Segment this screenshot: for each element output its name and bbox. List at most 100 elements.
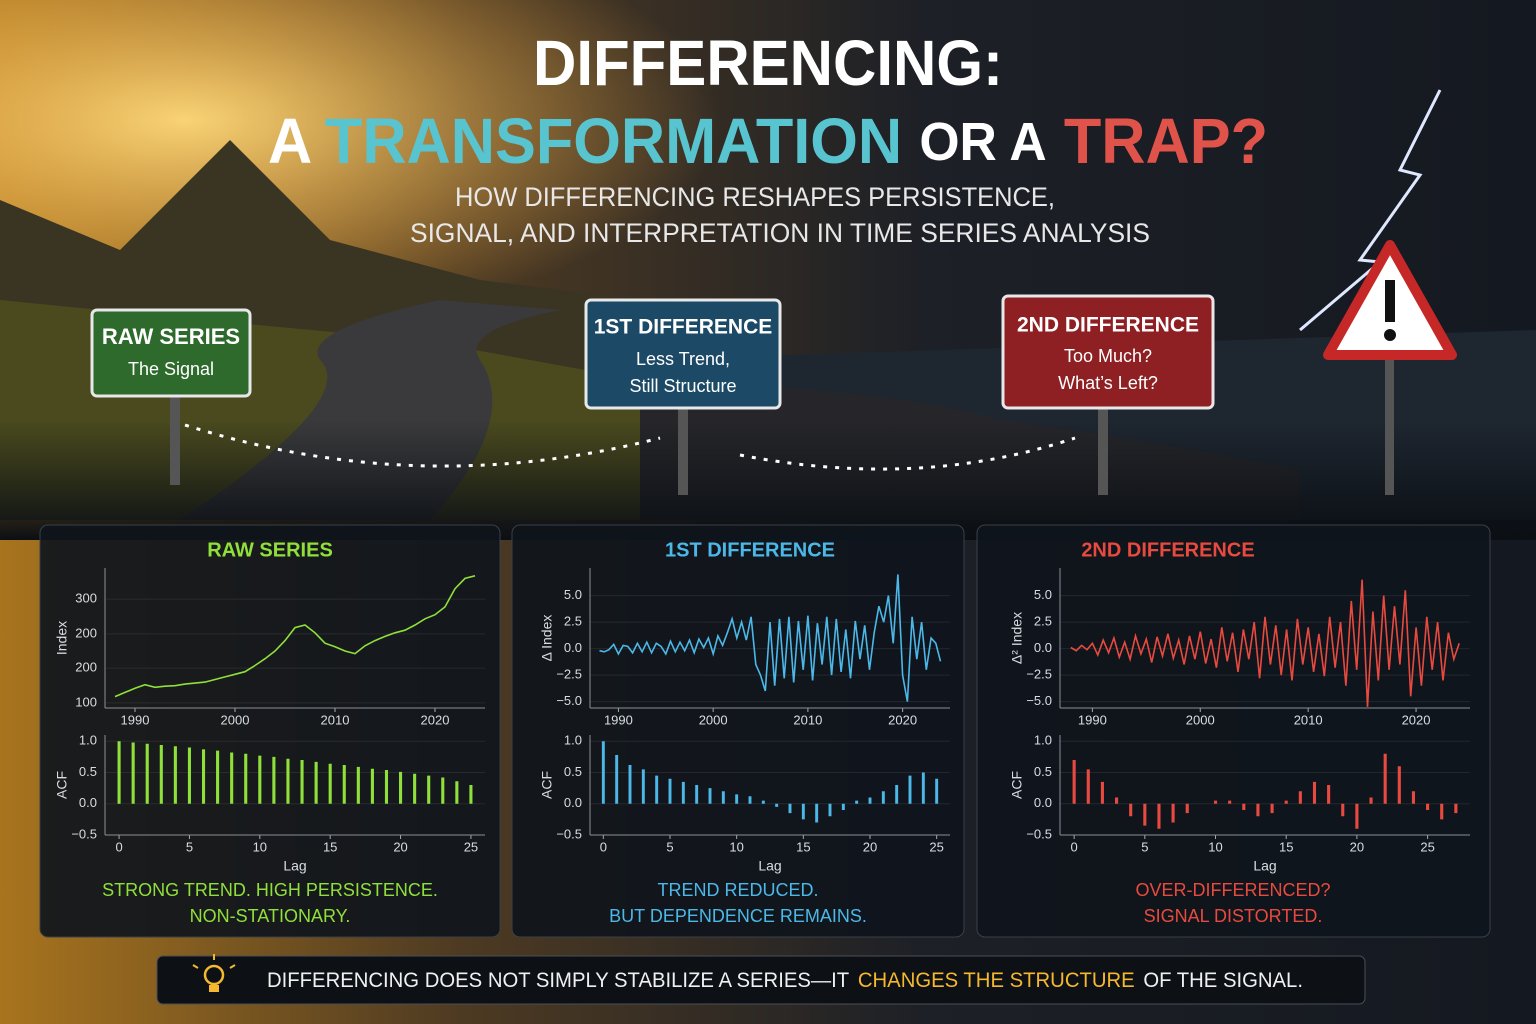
acf-bar — [1383, 753, 1387, 804]
y-axis-label: Δ Index — [539, 615, 555, 662]
acf-bar — [272, 756, 276, 804]
panel-caption: TREND REDUCED. — [657, 880, 818, 900]
footer-part: OF THE SIGNAL. — [1143, 969, 1303, 992]
y-tick-label: 0.0 — [1034, 795, 1052, 810]
acf-bar — [342, 765, 346, 804]
x-tick-label: 1990 — [1078, 712, 1107, 727]
acf-bar — [258, 755, 262, 804]
acf-bar — [117, 741, 121, 804]
acf-bar — [908, 775, 912, 804]
acf-bar — [300, 760, 304, 804]
acf-bar — [1072, 760, 1076, 804]
path-arrows — [184, 423, 1076, 471]
acf-bar — [668, 778, 672, 804]
x-tick-label: 0 — [1071, 839, 1078, 854]
y-tick-label: 0.0 — [79, 795, 97, 810]
x-tick-label: 2020 — [1402, 712, 1431, 727]
y-tick-label: 0.0 — [1034, 640, 1052, 655]
y-tick-label: 2.5 — [564, 614, 582, 629]
acf-bar — [855, 800, 859, 804]
y-tick-label: 0.5 — [564, 764, 582, 779]
x-tick-label: 0 — [600, 839, 607, 854]
acf-bar — [384, 770, 389, 804]
acf-bar — [314, 761, 318, 804]
y-tick-label: −0.5 — [71, 826, 97, 841]
x-tick-label: 0 — [115, 839, 122, 854]
y-tick-label: 1.0 — [564, 733, 582, 748]
x-tick-label: 10 — [1208, 839, 1222, 854]
acf-bar — [681, 781, 685, 804]
title-word: TRANSFORMATION — [325, 105, 902, 177]
acf-bar — [775, 803, 779, 807]
sign-text: Less Trend, — [636, 349, 730, 369]
series-line — [599, 574, 942, 702]
acf-bar — [159, 745, 163, 804]
series-line — [114, 575, 476, 698]
panel — [39, 524, 501, 938]
x-tick-label: 2000 — [221, 712, 250, 727]
y-tick-label: −5.0 — [1026, 693, 1052, 708]
x-tick-label: 10 — [253, 839, 267, 854]
y-tick-label: 2.5 — [1034, 614, 1052, 629]
acf-bar — [370, 768, 374, 804]
x-tick-label: 2010 — [1294, 712, 1323, 727]
acf-bar — [1086, 769, 1090, 804]
acf-bar — [1171, 803, 1175, 823]
title-word: OR A — [919, 112, 1046, 172]
acf-bar — [1426, 803, 1430, 810]
x-tick-label: 20 — [863, 839, 877, 854]
acf-bar — [1440, 803, 1444, 820]
panel-caption: OVER-DIFFERENCED? — [1135, 880, 1330, 900]
x-tick-label: 5 — [186, 839, 193, 854]
acf-bar — [868, 797, 872, 804]
acf-bar — [815, 803, 819, 823]
sign-title: 2ND DIFFERENCE — [1017, 314, 1199, 337]
acf-bar — [1143, 803, 1147, 826]
acf-bar — [201, 749, 206, 804]
chart-title: 2ND DIFFERENCE — [1081, 539, 1254, 561]
x-tick-label: 2000 — [1186, 712, 1215, 727]
y-tick-label: 1.0 — [1034, 733, 1052, 748]
x-tick-label: 15 — [1279, 839, 1293, 854]
title-line2: A TRANSFORMATION OR A TRAP? — [268, 105, 1268, 177]
y-tick-label: 0.0 — [564, 640, 582, 655]
x-tick-label: 2000 — [699, 712, 728, 727]
acf-bar — [695, 785, 699, 804]
acf-bar — [601, 741, 605, 804]
chart-title: RAW SERIES — [207, 539, 333, 561]
acf-bar — [427, 775, 431, 804]
panel-caption: BUT DEPENDENCE REMAINS. — [609, 906, 867, 926]
x-tick-label: 15 — [796, 839, 810, 854]
sign-first: 1ST DIFFERENCE Less Trend, Still Structu… — [584, 298, 782, 495]
y-tick-label: −0.5 — [556, 826, 582, 841]
acf-bar — [1312, 781, 1317, 804]
subtitle: HOW DIFFERENCING RESHAPES PERSISTENCE, — [455, 182, 1055, 212]
acf-bar — [286, 758, 290, 804]
x-tick-label: 5 — [666, 839, 673, 854]
acf-bar — [801, 803, 805, 820]
acf-bar — [1270, 803, 1274, 814]
sign-raw: RAW SERIES The Signal — [90, 308, 252, 485]
acf-bar — [828, 803, 832, 817]
sign-text: The Signal — [128, 359, 214, 379]
y-axis-label: Index — [54, 621, 70, 655]
bulb-icon — [192, 954, 236, 992]
acf-bar — [748, 796, 752, 804]
acf-bar — [1185, 803, 1189, 814]
y-axis-label: ACF — [539, 771, 555, 799]
acf-bar — [328, 763, 332, 804]
acf-bar — [441, 777, 445, 804]
x-axis-label: Lag — [283, 858, 306, 874]
y-tick-label: 200 — [75, 625, 97, 640]
y-axis-label: ACF — [54, 771, 70, 799]
title-word: TRAP? — [1064, 105, 1268, 177]
acf-bar — [173, 746, 177, 804]
x-tick-label: 1990 — [604, 712, 633, 727]
acf-bar — [1341, 803, 1345, 817]
acf-bar — [881, 791, 885, 804]
acf-bar — [1228, 800, 1232, 804]
x-axis-label: Lag — [758, 858, 781, 874]
x-axis-label: Lag — [1253, 858, 1276, 874]
acf-bar — [455, 781, 459, 804]
